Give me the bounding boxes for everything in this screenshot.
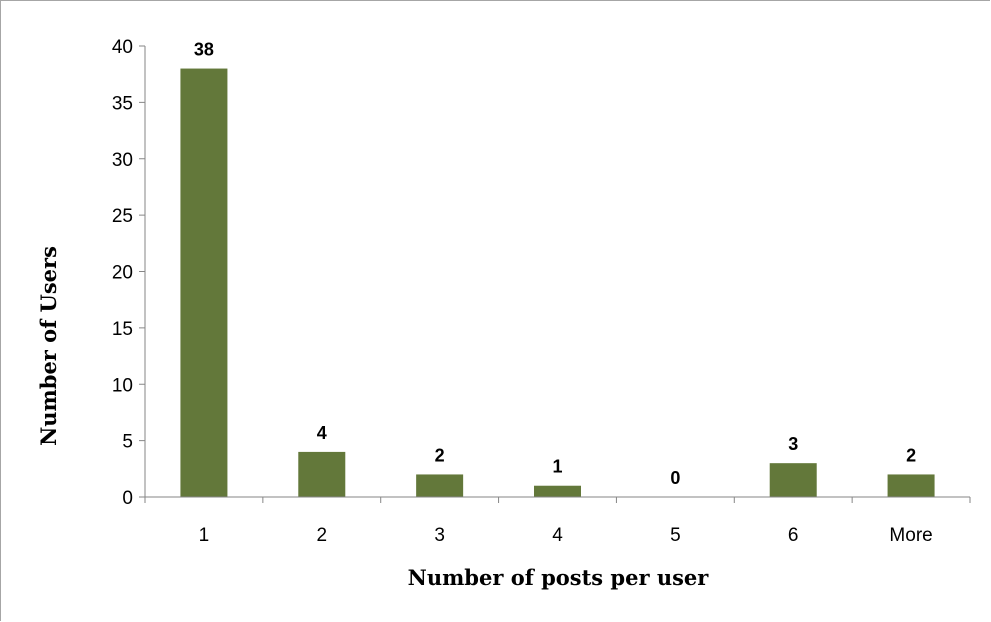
bar <box>180 68 228 498</box>
y-tick-label: 5 <box>122 432 133 453</box>
y-axis-ticks: 0 5 10 15 20 25 30 35 40 <box>112 37 145 509</box>
data-label: 2 <box>435 445 445 465</box>
y-axis-title: Number of Users <box>36 246 61 446</box>
data-labels: 38 4 2 1 0 3 2 <box>194 40 916 488</box>
data-label: 3 <box>788 434 798 454</box>
x-tick-label: 6 <box>788 525 799 546</box>
data-label: 0 <box>670 468 680 488</box>
x-axis-ticks: 1 2 3 4 5 6 More <box>144 497 971 546</box>
y-tick-label: 10 <box>112 375 133 396</box>
x-tick-label: 2 <box>316 525 327 546</box>
y-tick-label: 30 <box>112 150 133 171</box>
bar <box>534 485 581 497</box>
bar <box>298 451 346 497</box>
x-tick-label: 5 <box>670 525 681 546</box>
data-label: 4 <box>317 423 327 443</box>
data-label: 1 <box>552 457 562 477</box>
y-tick-label: 0 <box>122 488 133 509</box>
x-tick-label: More <box>889 525 932 546</box>
y-tick-label: 25 <box>112 206 133 227</box>
y-tick-label: 40 <box>112 37 133 58</box>
x-tick-label: 3 <box>434 525 445 546</box>
x-axis-title: Number of posts per user <box>408 565 710 590</box>
data-label: 38 <box>194 40 214 60</box>
y-tick-label: 15 <box>112 319 133 340</box>
bar <box>769 463 817 497</box>
y-tick-label: 20 <box>112 263 133 284</box>
x-tick-label: 1 <box>199 525 210 546</box>
bar <box>887 474 935 497</box>
bars <box>180 68 935 498</box>
bar <box>416 474 464 497</box>
x-tick-label: 4 <box>552 525 563 546</box>
data-label: 2 <box>906 445 916 465</box>
y-tick-label: 35 <box>112 93 133 114</box>
